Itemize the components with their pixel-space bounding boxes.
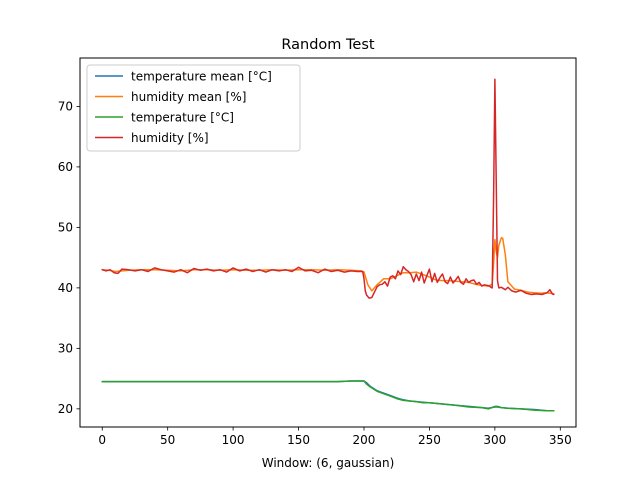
y-tick-label: 30 xyxy=(58,341,73,355)
y-tick-label: 20 xyxy=(58,402,73,416)
legend-label-1: humidity mean [%] xyxy=(131,90,246,104)
x-tick-label: 200 xyxy=(353,433,376,447)
series-line-2 xyxy=(101,380,555,412)
legend-box xyxy=(86,64,301,152)
x-tick-label: 300 xyxy=(483,433,506,447)
x-axis: 0 50 100 150 200 250 300 350 xyxy=(98,427,572,447)
legend-label-2: temperature [°C] xyxy=(131,111,234,125)
legend: temperature mean [°C] humidity mean [%] te… xyxy=(86,64,301,152)
x-tick-label: 0 xyxy=(98,433,106,447)
x-tick-label: 50 xyxy=(160,433,175,447)
x-tick-label: 350 xyxy=(549,433,572,447)
y-tick-label: 50 xyxy=(58,220,73,234)
x-tick-label: 100 xyxy=(222,433,245,447)
y-tick-label: 60 xyxy=(58,160,73,174)
x-tick-label: 150 xyxy=(287,433,310,447)
plot-frame xyxy=(79,57,577,428)
y-tick-label: 40 xyxy=(58,281,73,295)
x-axis-title: Window: (6, gaussian) xyxy=(262,456,395,470)
x-tick-label: 250 xyxy=(418,433,441,447)
legend-label-0: temperature mean [°C] xyxy=(131,70,272,84)
legend-label-3: humidity [%] xyxy=(131,131,209,145)
series-line-3 xyxy=(101,78,555,299)
y-tick-label: 70 xyxy=(58,99,73,113)
series-layer xyxy=(101,78,555,412)
y-axis: 20 30 40 50 60 70 xyxy=(58,99,80,416)
chart-title: Random Test xyxy=(281,37,375,53)
